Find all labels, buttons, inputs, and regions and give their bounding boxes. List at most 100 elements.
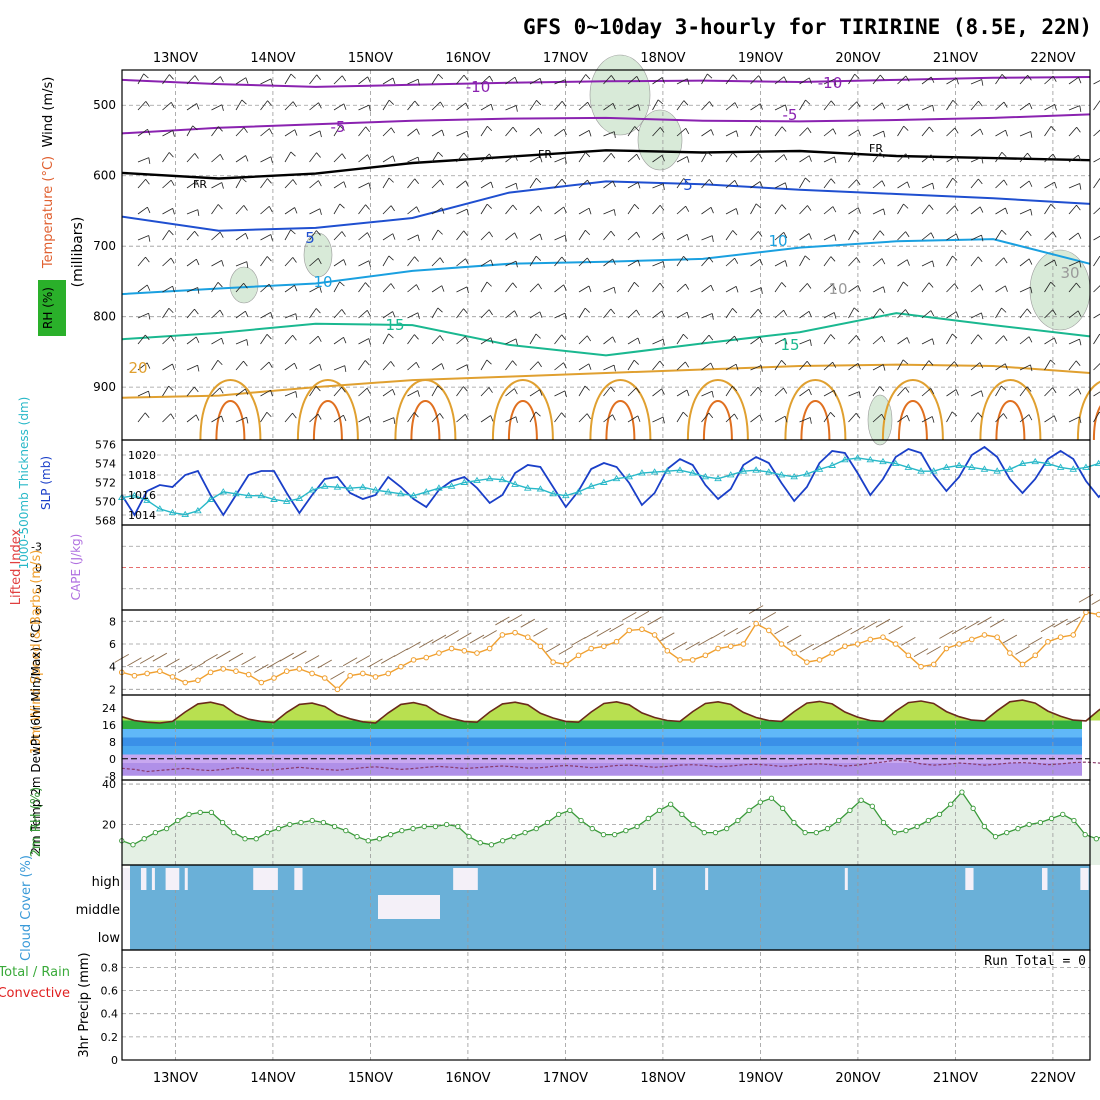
temperature-loop-25 xyxy=(800,400,831,441)
wind-barb-staff xyxy=(701,390,713,397)
wind-barb-staff xyxy=(358,310,368,319)
wind-barb-flag xyxy=(145,334,150,341)
wind-barb xyxy=(554,178,567,189)
wind-barb-staff xyxy=(358,232,368,241)
wind-barb-staff xyxy=(407,256,415,267)
axis-label-lifted-index: Lifted Index xyxy=(9,528,24,605)
temperature-loop-20 xyxy=(296,379,359,441)
wind-barb xyxy=(578,335,591,345)
wind-barb-10m xyxy=(304,655,320,664)
wind-barb xyxy=(750,75,763,85)
wind-barb-staff xyxy=(578,152,586,163)
wind-barb-staff xyxy=(309,102,319,111)
wind-barb-flag xyxy=(486,359,492,365)
wind-barb-staff xyxy=(921,182,933,189)
date-label-top: 22NOV xyxy=(1030,51,1075,66)
thickness-point xyxy=(460,478,469,485)
wind-speed-point xyxy=(461,648,468,654)
wind-tick-label: 4 xyxy=(109,661,116,674)
wind-barb-flag xyxy=(561,334,567,340)
wind-barb-staff xyxy=(676,100,685,111)
wind-barb-10m xyxy=(989,618,1005,628)
wind-barb xyxy=(235,310,249,319)
wind-barb-staff xyxy=(921,104,933,111)
wind-barb-flag xyxy=(1003,257,1008,264)
wind-barb-staff xyxy=(480,203,488,215)
wind-barb-staff xyxy=(137,390,149,397)
wind-barb xyxy=(333,181,347,189)
wind-barb xyxy=(260,256,272,267)
wind-barb xyxy=(725,385,738,397)
wind-speed-point xyxy=(398,663,404,670)
wind-barb-flag xyxy=(295,391,298,398)
wind-speed-point xyxy=(524,634,531,641)
wind-barb-flag xyxy=(952,99,958,106)
wind-barb xyxy=(823,156,837,164)
wind-barb-staff xyxy=(480,103,492,111)
wind-barb-10m xyxy=(1002,634,1018,644)
pressure-tick-label: 900 xyxy=(93,380,116,394)
wind-barb xyxy=(137,390,151,398)
wind-barb xyxy=(578,74,591,85)
wind-barb-staff xyxy=(1068,126,1077,137)
wind-barb xyxy=(799,155,812,163)
wind-barb xyxy=(774,76,788,85)
wind-barb-staff xyxy=(652,310,663,319)
wind-barb xyxy=(799,127,812,137)
wind-barb xyxy=(603,364,616,372)
wind-barb xyxy=(162,257,175,267)
wind-barb-staff xyxy=(970,79,982,85)
wind-barb xyxy=(431,307,443,319)
thickness-point xyxy=(574,488,583,495)
wind-barb xyxy=(1068,310,1082,319)
thickness-point xyxy=(714,474,722,482)
wind-barb xyxy=(309,286,322,293)
wind-barb-flag xyxy=(905,153,910,160)
wind-barb-flag xyxy=(243,282,248,289)
wind-barb-flag xyxy=(388,177,394,183)
wind-barb-flag xyxy=(955,311,959,318)
rh-point xyxy=(376,836,383,842)
wind-barb xyxy=(848,335,861,345)
wind-barb xyxy=(382,127,395,137)
wind-barb-flag xyxy=(612,180,616,188)
wind-barb-flag xyxy=(270,156,273,163)
date-label-top: 20NOV xyxy=(835,51,880,66)
wind-barb-flag xyxy=(464,414,469,421)
wind-barb-flag xyxy=(392,389,396,396)
rh-point xyxy=(298,819,304,826)
wind-barb-staff xyxy=(725,208,737,215)
wind-barb-flag xyxy=(783,387,788,394)
wind-barb-staff xyxy=(431,151,439,163)
thickness-point xyxy=(638,469,646,476)
wind-barb xyxy=(382,255,394,267)
wind-barb xyxy=(750,103,763,111)
wind-barb-flag xyxy=(757,308,763,315)
wind-barb xyxy=(1019,258,1033,267)
thickness-point xyxy=(663,467,672,474)
wind-barb xyxy=(872,286,886,293)
wind-barb-flag xyxy=(708,334,714,341)
wind-barb-staff xyxy=(186,75,196,85)
rh-tick-label: 20 xyxy=(102,819,116,832)
wind-barb xyxy=(211,204,223,215)
wind-barb-staff xyxy=(333,414,344,423)
wind-barb-flag xyxy=(855,412,861,419)
wind-barb xyxy=(823,390,837,397)
wind-barb-staff xyxy=(260,178,268,189)
wind-barb-10m xyxy=(495,616,510,626)
cloud-high-clear xyxy=(184,868,188,890)
wind-barb xyxy=(848,73,860,85)
wind-barb-staff xyxy=(309,364,320,371)
wind-barb xyxy=(1044,75,1057,85)
wind-barb-staff xyxy=(946,333,953,345)
wind-barb xyxy=(848,412,861,423)
wind-barb-10m xyxy=(1091,599,1100,605)
slp-tick-label: 1020 xyxy=(128,449,156,462)
wind-barb-staff xyxy=(529,178,537,189)
wind-barb-staff xyxy=(774,126,783,137)
wind-barb-flag xyxy=(906,415,910,422)
wind-barb-staff xyxy=(603,258,614,267)
wind-barb xyxy=(750,365,763,372)
wind-barb xyxy=(1044,259,1057,267)
